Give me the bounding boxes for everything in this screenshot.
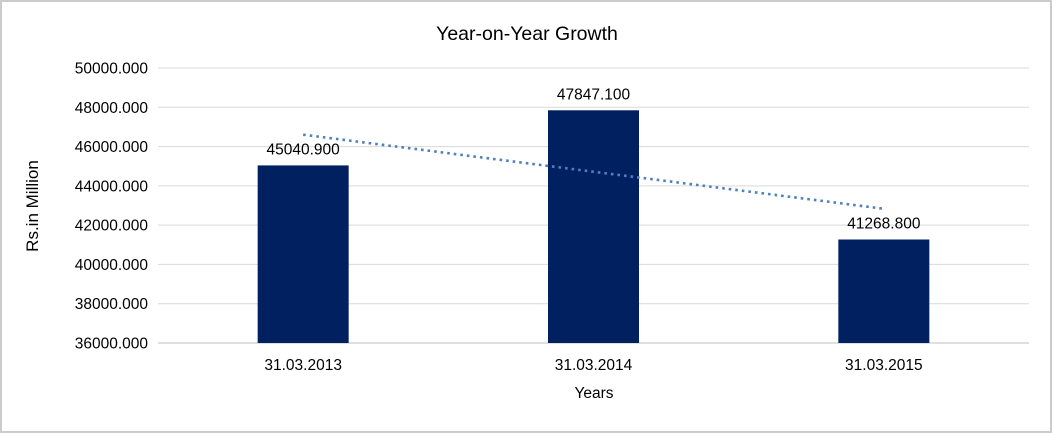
bar-31.03.2015 xyxy=(838,239,930,343)
data-label: 41268.800 xyxy=(847,216,921,233)
x-axis-category-labels: 31.03.2013 31.03.2014 31.03.2015 xyxy=(264,357,922,374)
y-tick-label: 38000.000 xyxy=(75,296,149,313)
bar-series xyxy=(257,110,930,343)
y-axis-title: Rs.in Million xyxy=(23,160,42,252)
data-label: 47847.100 xyxy=(557,86,631,103)
y-tick-label: 42000.000 xyxy=(75,218,149,235)
y-tick-label: 36000.000 xyxy=(75,336,149,353)
category-label: 31.03.2015 xyxy=(845,357,923,374)
y-axis-tick-labels: 36000.000 38000.000 40000.000 42000.000 4400… xyxy=(75,61,149,353)
category-label: 31.03.2013 xyxy=(264,357,342,374)
y-tick-label: 40000.000 xyxy=(75,257,149,274)
y-tick-label: 48000.000 xyxy=(75,100,149,117)
trendline-layer xyxy=(303,133,884,211)
data-label: 45040.900 xyxy=(267,141,341,158)
bar-31.03.2014 xyxy=(548,110,639,343)
y-tick-label: 46000.000 xyxy=(75,139,149,156)
data-labels: 45040.900 47847.100 41268.800 xyxy=(267,86,921,232)
linear-trendline xyxy=(303,133,884,211)
y-tick-label: 44000.000 xyxy=(75,178,149,195)
x-axis-title: Years xyxy=(574,385,613,402)
chart-title: Year-on-Year Growth xyxy=(436,23,618,45)
bar-31.03.2013 xyxy=(257,165,349,343)
y-tick-label: 50000.000 xyxy=(75,61,149,78)
category-label: 31.03.2014 xyxy=(555,357,633,374)
